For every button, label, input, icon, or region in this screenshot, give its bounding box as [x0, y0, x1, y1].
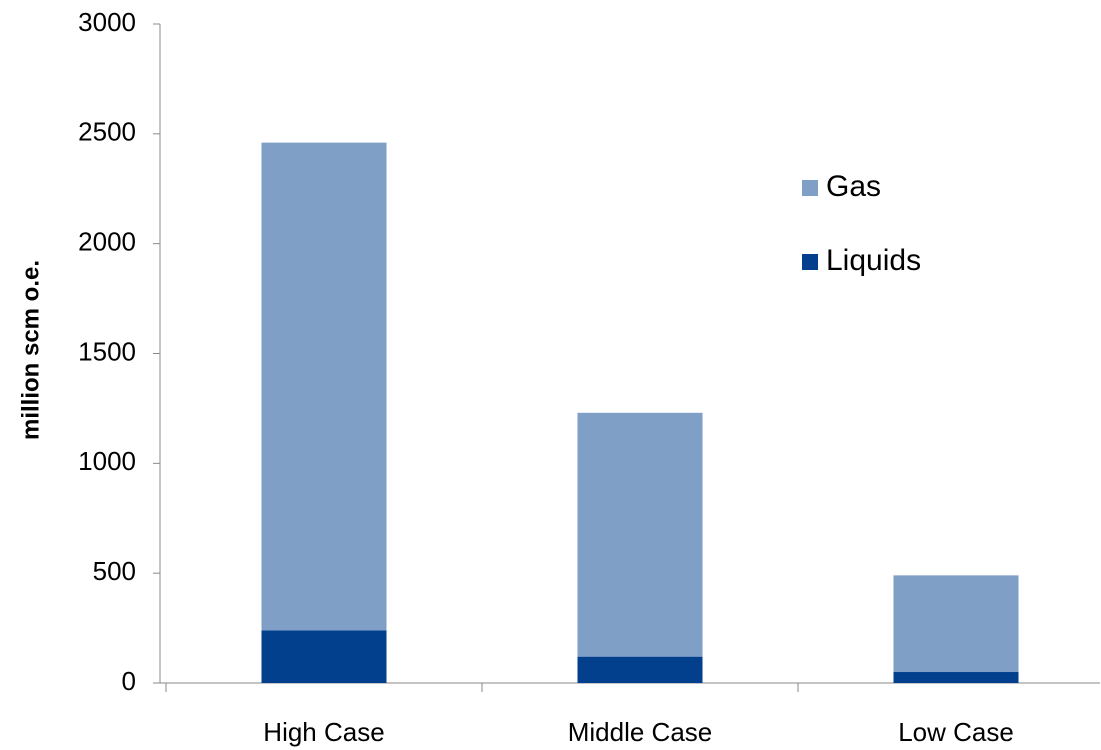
y-tick-label: 2500 [78, 117, 136, 147]
y-tick-label: 1500 [78, 336, 136, 366]
x-tick-label: High Case [263, 717, 384, 747]
bar-segment [893, 575, 1019, 673]
y-tick-label: 3000 [78, 7, 136, 37]
y-axis-label: million scm o.e. [17, 260, 44, 440]
y-tick-label: 2000 [78, 227, 136, 257]
legend-label: Gas [826, 170, 881, 203]
bar-segment [261, 630, 387, 683]
bar-segment [577, 656, 703, 683]
bar-segment [261, 142, 387, 631]
bar-segment [893, 672, 1019, 683]
legend-label: Liquids [826, 244, 921, 277]
y-tick-label: 0 [122, 666, 136, 696]
legend-swatch [802, 254, 818, 270]
legend-swatch [802, 180, 818, 196]
y-tick-label: 500 [93, 556, 136, 586]
x-tick-label: Middle Case [568, 717, 713, 747]
y-tick-label: 1000 [78, 446, 136, 476]
x-tick-label: Low Case [898, 717, 1014, 747]
bar-segment [577, 412, 703, 657]
